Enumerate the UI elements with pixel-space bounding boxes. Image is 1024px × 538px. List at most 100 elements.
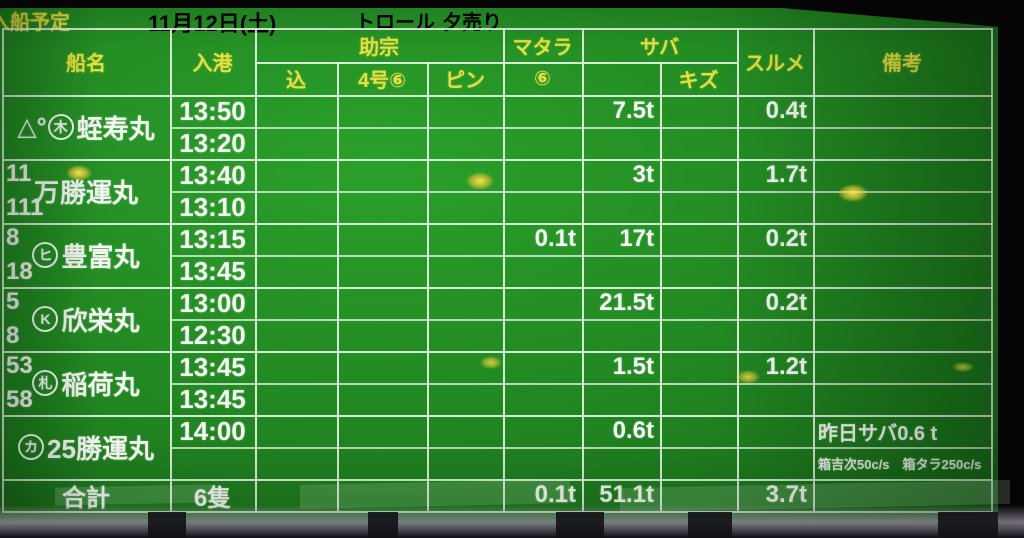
- catch-matara: 0.1t: [534, 225, 576, 252]
- catch-saba: 0.6t: [612, 417, 654, 444]
- catch-surume: 0.4t: [765, 97, 807, 124]
- grid-line-h: [2, 351, 993, 353]
- col-header-ship: 船名: [66, 53, 106, 75]
- grid-line-h: [255, 62, 737, 64]
- col-header-arrival: 入港: [192, 53, 233, 75]
- col-header-sukeso: 助宗: [359, 36, 399, 59]
- ship-name: 欣栄丸: [61, 305, 140, 336]
- col-header-matara: マタラ: [512, 36, 573, 59]
- catch-saba: 3t: [632, 161, 654, 188]
- date-label: 11月12日(土): [148, 11, 277, 36]
- grid-line-h: [2, 511, 993, 513]
- grid-line-v: [582, 28, 584, 511]
- remark-line2: 箱吉次50c/s 箱タラ250c/s: [818, 456, 982, 472]
- house-mark: △°: [17, 113, 47, 141]
- arrival-time: 13:20: [179, 127, 246, 158]
- grid-line-h: [170, 255, 993, 257]
- box-count-top: 5: [6, 288, 20, 315]
- box-count-bottom: 18: [6, 258, 33, 285]
- grid-line-h: [170, 383, 993, 385]
- col-header-sukeso-no4: 4号⑥: [357, 70, 407, 92]
- ship-name: 蛭寿丸: [76, 113, 155, 144]
- col-header-surume: スルメ: [745, 53, 805, 75]
- grid-line-v: [813, 28, 815, 511]
- catch-saba: 21.5t: [599, 289, 654, 316]
- house-mark: 万: [33, 179, 59, 207]
- total-saba: 51.1t: [599, 481, 654, 508]
- arrival-time: 12:30: [179, 319, 246, 350]
- col-header-sukeso-komi: 込: [286, 70, 306, 92]
- catch-surume: 1.7t: [765, 161, 807, 188]
- grid-line-v: [427, 62, 429, 511]
- ship-name-cell: 8 18 ヒ 豊富丸: [2, 223, 170, 287]
- arrival-time: 13:10: [179, 191, 246, 222]
- circle-mark: 木: [47, 114, 74, 140]
- ship-name-cell: 53 58 札 稲荷丸: [2, 351, 170, 415]
- circle-mark: ヒ: [32, 242, 59, 268]
- arrival-time: 13:50: [179, 95, 246, 126]
- catch-saba: 7.5t: [612, 97, 654, 124]
- arrival-time: 13:00: [179, 287, 246, 318]
- arrival-time: 13:45: [179, 351, 246, 382]
- box-count-bottom: 111: [6, 194, 44, 221]
- grid-line-v: [2, 28, 4, 511]
- grid-line-h: [170, 447, 993, 449]
- arrival-time: 13:40: [179, 159, 246, 190]
- grid-line-h: [2, 287, 993, 289]
- col-header-remarks: 備考: [882, 53, 922, 75]
- catch-surume: 1.2t: [765, 353, 807, 380]
- ship-name-cell: 5 8 K 欣栄丸: [2, 287, 170, 351]
- box-count-bottom: 8: [6, 322, 20, 349]
- circle-mark: カ: [18, 434, 45, 460]
- ship-name: 勝運丸: [60, 177, 139, 208]
- total-matara: 0.1t: [534, 481, 576, 508]
- circle-mark: K: [32, 306, 59, 332]
- schedule-table: 船名 入港 助宗 マタラ サバ スルメ 備考 込 4号⑥ ピン ⑥ キズ △° …: [2, 28, 993, 513]
- grid-line-v: [255, 28, 257, 511]
- circle-mark: 札: [32, 370, 59, 396]
- grid-line-h: [2, 223, 993, 225]
- grid-line-h: [170, 191, 993, 193]
- total-ship-count: 6隻: [193, 484, 232, 512]
- arrival-time: 13:45: [179, 383, 246, 414]
- grid-line-h: [2, 95, 993, 97]
- grid-line-h: [2, 415, 993, 417]
- grid-line-v: [991, 28, 993, 511]
- grid-line-v: [337, 62, 339, 511]
- schedule-board: 入船予定 11月12日(土) トロール 夕売り: [0, 8, 998, 530]
- ship-name: 豊富丸: [61, 241, 140, 272]
- grid-line-v: [737, 28, 739, 511]
- catch-surume: 0.2t: [765, 225, 807, 252]
- remark-line1: 昨日サバ0.6 t: [818, 422, 938, 445]
- catch-saba: 17t: [619, 225, 654, 252]
- arrival-time: 13:15: [179, 223, 246, 254]
- grid-line-v: [660, 62, 662, 511]
- catch-surume: 0.2t: [765, 289, 807, 316]
- catch-saba: 1.5t: [612, 353, 654, 380]
- ship-name-cell: カ 25勝運丸: [2, 415, 170, 479]
- box-count-top: 11: [6, 160, 32, 187]
- box-count-bottom: 58: [6, 386, 33, 413]
- grid-line-h: [2, 159, 993, 161]
- total-label: 合計: [62, 484, 110, 512]
- grid-line-h: [170, 319, 993, 321]
- total-surume: 3.7t: [765, 481, 807, 508]
- grid-line-h: [170, 127, 993, 129]
- grid-line-h: [2, 28, 993, 30]
- col-header-saba-kizu: キズ: [678, 70, 719, 92]
- col-header-saba: サバ: [639, 36, 680, 59]
- ship-name: 稲荷丸: [61, 369, 140, 400]
- col-header-sukeso-pin: ピン: [445, 70, 485, 92]
- ship-name-cell: △° 木 蛭寿丸: [2, 95, 170, 159]
- box-count-top: 8: [6, 224, 20, 251]
- arrival-time: 13:45: [179, 255, 246, 286]
- grid-line-h: [2, 479, 993, 481]
- grid-line-v: [503, 28, 505, 511]
- ship-name-cell: 11 111 万 勝運丸: [2, 159, 170, 223]
- box-count-top: 53: [6, 352, 33, 379]
- arrival-time: 14:00: [179, 415, 246, 446]
- ship-name: 25勝運丸: [47, 433, 154, 464]
- col-header-matara-sub: ⑥: [534, 68, 551, 90]
- grid-line-v: [170, 28, 172, 511]
